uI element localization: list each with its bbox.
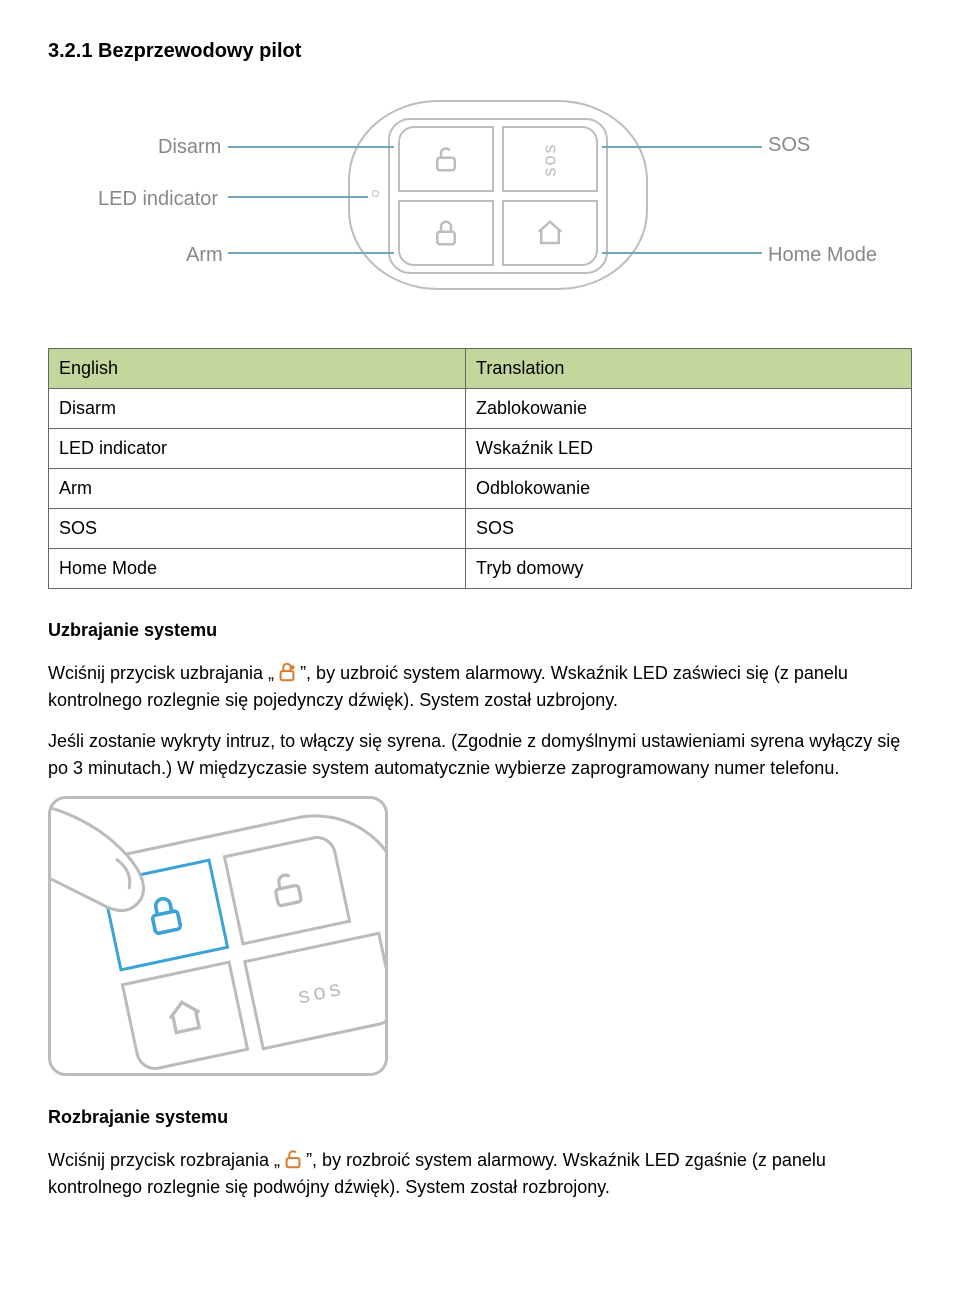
remote-btn-home [502, 200, 598, 266]
connector-arm [228, 252, 394, 254]
label-home: Home Mode [768, 240, 877, 270]
lock-icon [431, 218, 461, 248]
table-row: ArmOdblokowanie [49, 469, 912, 509]
finger-icon [48, 796, 191, 929]
arming-paragraph-2: Jeśli zostanie wykryty intruz, to włączy… [48, 728, 912, 782]
col-translation: Translation [466, 349, 912, 389]
table-row: DisarmZablokowanie [49, 389, 912, 429]
connector-home [602, 252, 762, 254]
section-heading: 3.2.1 Bezprzewodowy pilot [48, 36, 912, 66]
table-row: Home ModeTryb domowy [49, 549, 912, 589]
table-row: LED indicatorWskaźnik LED [49, 429, 912, 469]
disarming-paragraph: Wciśnij przycisk rozbrajania „”, by rozb… [48, 1147, 912, 1201]
connector-led [228, 196, 368, 198]
connector-sos [602, 146, 762, 148]
col-english: English [49, 349, 466, 389]
remote-btn-sos: sos [502, 126, 598, 192]
unlock-icon [431, 144, 461, 174]
lock-closed-icon [276, 661, 298, 683]
disarming-title: Rozbrajanie systemu [48, 1104, 912, 1131]
led-indicator-dot [372, 190, 379, 197]
label-disarm: Disarm [158, 132, 221, 162]
label-led: LED indicator [98, 184, 218, 214]
table-header-row: English Translation [49, 349, 912, 389]
lock-open-icon [282, 1148, 304, 1170]
label-sos: SOS [768, 130, 810, 160]
arming-paragraph-1: Wciśnij przycisk uzbrajania „”, by uzbro… [48, 660, 912, 714]
home-icon [161, 993, 208, 1040]
sos-text: sos [295, 970, 347, 1012]
remote-btn-disarm [398, 126, 494, 192]
translation-table: English Translation DisarmZablokowanie L… [48, 348, 912, 589]
remote-diagram: sos Disarm LED indicator Arm SOS Home Mo… [48, 90, 908, 320]
sos-label: sos [536, 142, 563, 176]
remote-btn-arm [398, 200, 494, 266]
unlock-icon [263, 865, 310, 912]
arming-title: Uzbrajanie systemu [48, 617, 912, 644]
home-icon [535, 218, 565, 248]
press-illustration: sos [48, 796, 388, 1076]
label-arm: Arm [186, 240, 223, 270]
table-row: SOSSOS [49, 509, 912, 549]
connector-disarm [228, 146, 394, 148]
